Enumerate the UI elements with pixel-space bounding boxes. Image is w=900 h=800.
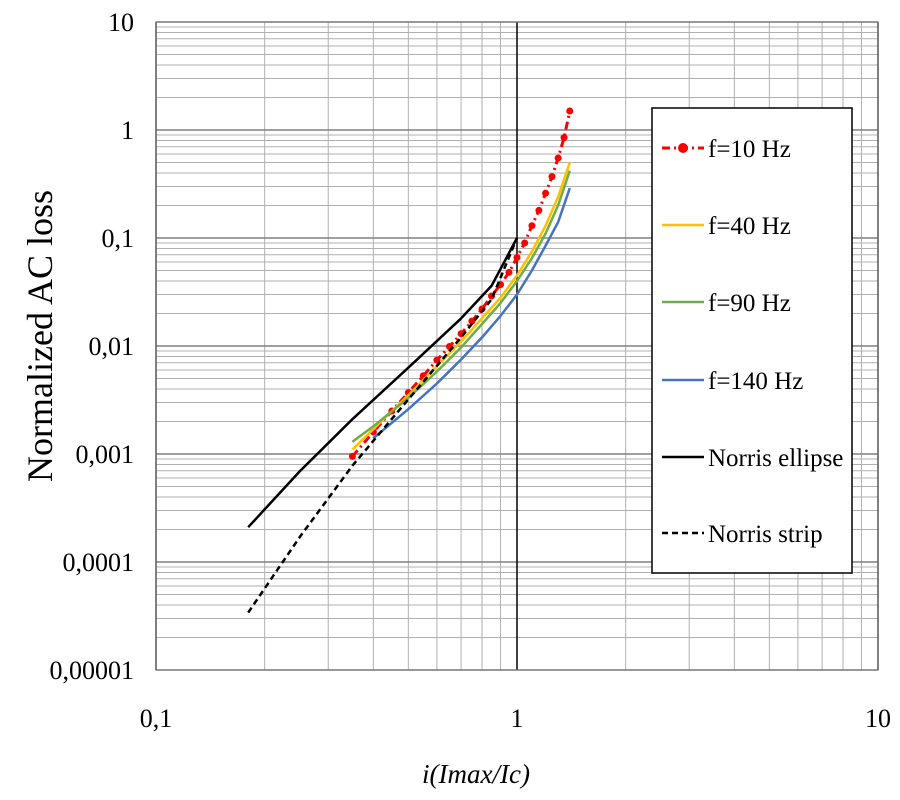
- legend-label: f=140 Hz: [708, 368, 803, 395]
- y-axis-title: Normalized AC loss: [20, 190, 60, 482]
- series-line: [372, 187, 571, 440]
- y-tick-label: 0,001: [76, 440, 135, 469]
- y-tick-label: 1: [121, 116, 134, 145]
- x-tick-label: 1: [511, 704, 524, 733]
- series-line: [351, 110, 572, 458]
- data-point: [468, 317, 476, 325]
- data-point: [542, 189, 550, 197]
- data-point: [548, 173, 556, 181]
- x-tick-label: 0,1: [140, 704, 173, 733]
- data-point: [348, 452, 356, 460]
- data-point: [566, 107, 574, 115]
- data-point: [554, 154, 562, 162]
- series-line: [351, 162, 571, 451]
- legend: f=10 Hz f=40 Hz f=90 Hz f=140 Hz Norris elli…: [651, 107, 853, 574]
- legend-label: Norris strip: [708, 521, 823, 548]
- legend-label: Norris ellipse: [708, 445, 843, 472]
- data-point: [560, 134, 568, 142]
- series-group: [247, 107, 574, 614]
- legend-label: f=40 Hz: [708, 213, 791, 240]
- data-point: [505, 268, 513, 276]
- series-line: [247, 237, 519, 529]
- series-line: [247, 237, 519, 614]
- legend-box: [651, 107, 853, 574]
- legend-label: f=10 Hz: [708, 136, 791, 163]
- legend-label: f=90 Hz: [708, 290, 791, 317]
- legend-marker: [678, 143, 688, 153]
- data-point: [513, 253, 521, 261]
- y-tick-label: 0,01: [89, 332, 135, 361]
- data-point: [528, 222, 536, 230]
- y-tick-label: 10: [108, 8, 134, 37]
- y-tick-label: 0,0001: [63, 548, 135, 577]
- plot-frame: [155, 21, 879, 671]
- x-axis-title: i(Imax/Ic): [422, 759, 530, 789]
- y-tick-label: 0,1: [102, 224, 135, 253]
- series-line: [351, 170, 571, 443]
- y-tick-label: 0,00001: [50, 656, 135, 685]
- x-tick-label: 10: [865, 704, 891, 733]
- data-point: [535, 206, 543, 214]
- data-point: [521, 239, 529, 247]
